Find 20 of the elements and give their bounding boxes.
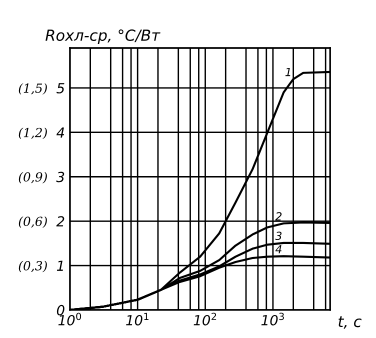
series-label: 4 [275, 245, 282, 254]
series-label: 3 [275, 232, 282, 240]
x-tick-label: 10$^{1}$ [126, 312, 148, 326]
y-tick-label: 1 [56, 260, 63, 271]
series-label: 2 [275, 212, 282, 220]
y-tick-label: 3 [56, 172, 64, 182]
x-tick-label: 10$^{2}$ [194, 312, 216, 326]
x-axis-title: t, c [338, 316, 362, 329]
y-tick-label: 0 [56, 304, 64, 316]
y2-tick-label: (0,6) [18, 216, 47, 228]
y-tick-label: 4 [56, 128, 64, 138]
y2-tick-label: (0,9) [18, 172, 47, 184]
series-label: 1 [285, 68, 290, 76]
y-tick-label: 2 [56, 216, 64, 226]
y2-tick-label: (1,5) [18, 83, 47, 95]
y-tick-label: 5 [56, 83, 64, 94]
y2-tick-label: (0,3) [18, 260, 47, 272]
x-tick-label: 10$^{3}$ [261, 312, 284, 326]
y-axis-title: Rохл-ср, °C/Вт [46, 29, 160, 44]
y2-tick-label: (1,2) [18, 128, 47, 140]
